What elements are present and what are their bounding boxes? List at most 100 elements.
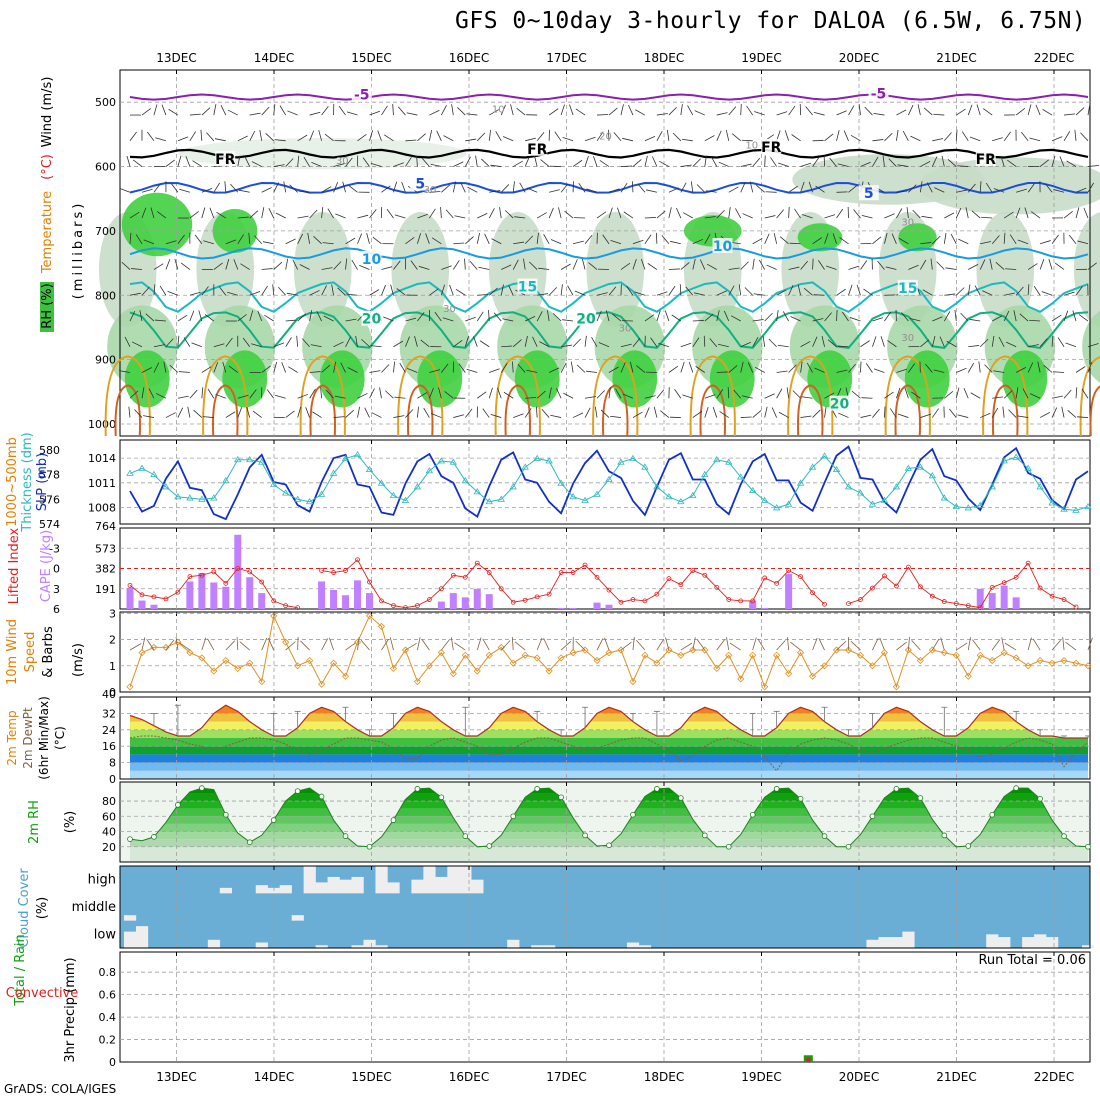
- wind-barb: [1063, 310, 1069, 322]
- wind-barb: [560, 362, 567, 373]
- wind-barb: [425, 233, 430, 244]
- li-marker: [846, 601, 851, 606]
- wind-barb: [824, 133, 834, 142]
- wind-barb: [570, 361, 574, 373]
- wind-barb: [141, 207, 147, 219]
- wind-barb: [681, 138, 693, 142]
- wind-barb-10m: [321, 638, 329, 651]
- wind-barb-10m: [178, 642, 191, 651]
- slp-series-line: [129, 445, 1089, 521]
- wind-barb: [369, 110, 380, 116]
- wind-barb: [574, 290, 586, 296]
- thickness-marker: [449, 458, 458, 465]
- wind-barb: [896, 129, 899, 141]
- contour-label: 20: [576, 312, 596, 328]
- wind-barb: [261, 106, 270, 116]
- thickness-marker: [222, 476, 230, 484]
- wind-barb: [191, 342, 202, 348]
- wind-barb: [1024, 207, 1029, 219]
- thickness-marker: [269, 480, 278, 487]
- wind-barb: [297, 215, 309, 219]
- wind-barb: [1013, 310, 1017, 322]
- li-marker: [786, 568, 792, 573]
- li-series-line: [608, 589, 622, 603]
- rh-marker: [270, 817, 277, 823]
- wind-barb: [564, 210, 574, 219]
- li-series-line: [872, 575, 885, 589]
- rh-shading: [904, 350, 950, 408]
- cloud-bar-high: [315, 882, 328, 894]
- wind-barb: [390, 284, 394, 296]
- wind-barb: [526, 369, 538, 373]
- wind-speed-marker: [892, 683, 900, 691]
- wind-barb: [800, 181, 805, 193]
- wind-barb: [204, 314, 215, 322]
- wind-barb: [333, 361, 337, 373]
- wind-barb: [644, 314, 655, 322]
- wind-barb: [119, 370, 131, 373]
- wind-barb: [599, 160, 610, 167]
- wind-barb: [884, 233, 888, 244]
- wind-barb: [629, 361, 634, 373]
- wind-barb: [512, 339, 522, 348]
- wind-barb: [644, 234, 652, 245]
- wind-barb: [296, 335, 299, 347]
- wind-barb: [514, 216, 526, 219]
- wind-barb: [265, 133, 274, 142]
- wind-barb: [608, 129, 610, 141]
- wind-speed-marker: [353, 638, 362, 646]
- wind-barb: [183, 337, 191, 347]
- wind-barb: [956, 367, 967, 373]
- wind-barb: [771, 407, 778, 418]
- wind-speed-marker: [162, 643, 170, 651]
- li-marker: [546, 591, 552, 597]
- wind-barb: [346, 111, 358, 116]
- temperature-contour-hot: [992, 384, 1019, 437]
- wind-barb: [287, 110, 298, 116]
- wind-barb: [770, 157, 777, 167]
- wind-barb-10m: [1062, 637, 1065, 651]
- contour-label: FR: [761, 140, 782, 156]
- wind-barb: [789, 242, 801, 245]
- wind-barb: [800, 341, 811, 348]
- wind-barb: [369, 289, 380, 296]
- wind-barb: [860, 161, 871, 167]
- wind-speed-marker: [246, 659, 254, 667]
- wind-speed-marker: [234, 664, 242, 672]
- temp-band: [130, 762, 1088, 771]
- wind-barb: [331, 284, 334, 296]
- wind-barb-10m: [752, 637, 757, 651]
- y-axis-label-temp: 2m Temp: [5, 710, 19, 765]
- wind-barb: [989, 258, 993, 270]
- wind-barb: [558, 207, 562, 219]
- li-marker: [714, 585, 720, 590]
- wind-barb: [148, 388, 155, 399]
- y-tick-label-pressure: 800: [95, 289, 116, 302]
- wind-barb: [297, 155, 300, 167]
- thickness-marker: [365, 465, 374, 473]
- li-series-line: [429, 588, 442, 600]
- wind-barb: [754, 366, 765, 373]
- contour-label-bg: [361, 310, 382, 326]
- wind-barb: [674, 389, 682, 399]
- cloud-bar-low: [543, 945, 556, 948]
- wind-barb: [532, 336, 538, 347]
- wind-barb: [441, 363, 449, 373]
- wind-barb: [225, 411, 236, 418]
- wind-barb: [740, 163, 752, 167]
- wind-barb: [489, 109, 499, 116]
- wind-barb: [513, 241, 525, 245]
- wind-speed-marker: [437, 649, 445, 657]
- wind-barb: [738, 284, 742, 296]
- wind-barb-10m: [328, 637, 334, 651]
- wind-barb: [273, 261, 283, 270]
- wind-barb: [696, 184, 706, 193]
- wind-barb: [538, 267, 550, 270]
- wind-barb: [668, 365, 679, 373]
- wind-barb: [261, 187, 272, 193]
- wind-barb: [576, 364, 586, 373]
- wind-speed-marker: [222, 656, 230, 665]
- wind-barb: [224, 181, 227, 193]
- wind-barb-10m: [405, 642, 417, 651]
- wind-barb: [824, 406, 827, 418]
